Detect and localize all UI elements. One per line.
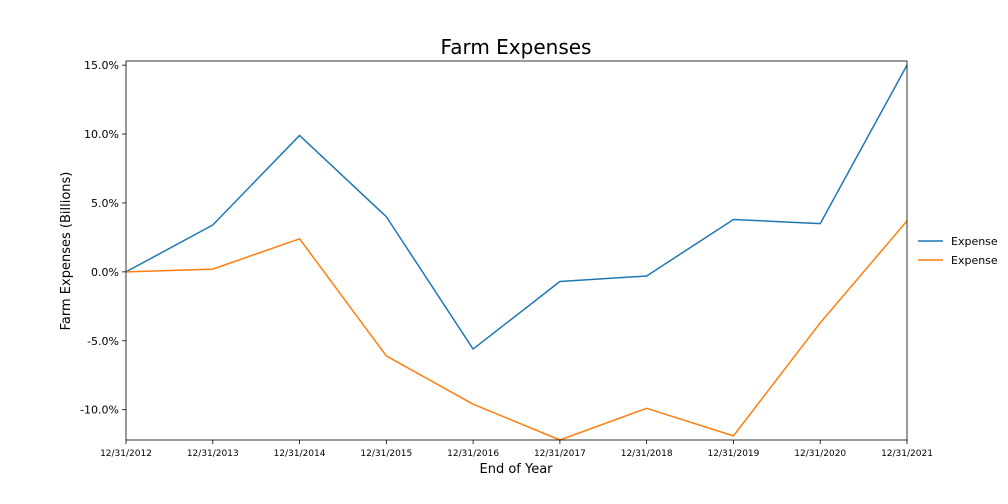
plot-area: 15.0% 10.0% 5.0% 0.0% -5.0% -10.0% 12/31/2012 1…	[80, 59, 933, 459]
y-tick-label: 0.0%	[91, 266, 119, 279]
x-tick-label: 12/31/2020	[794, 449, 846, 459]
x-tick-label: 12/31/2014	[274, 449, 326, 459]
chart-title: Farm Expenses	[441, 35, 592, 59]
y-tick-label: 10.0%	[84, 128, 119, 141]
legend-label-1: Expense	[951, 235, 998, 248]
x-tick-label: 12/31/2012	[100, 449, 152, 459]
x-tick-label: 12/31/2015	[360, 449, 412, 459]
series-line-2	[125, 220, 908, 441]
y-tick-label: 15.0%	[84, 59, 119, 72]
x-axis-label: End of Year	[479, 462, 553, 477]
x-tick-label: 12/31/2019	[708, 449, 760, 459]
x-tick-label: 12/31/2013	[187, 449, 239, 459]
x-tick-label: 12/31/2017	[534, 449, 586, 459]
legend: Expense Expense	[918, 235, 998, 267]
legend-label-2: Expense	[951, 254, 998, 267]
y-tick-label: 5.0%	[91, 197, 119, 210]
x-tick-label: 12/31/2018	[621, 449, 673, 459]
x-tick-label: 12/31/2016	[447, 449, 499, 459]
x-tick-label: 12/31/2021	[881, 449, 933, 459]
y-tick-label: -5.0%	[87, 335, 119, 348]
plot-frame	[125, 60, 908, 441]
y-tick-label: -10.0%	[80, 404, 119, 417]
y-axis-label: Farm Expenses (Billions)	[59, 172, 74, 331]
series-line-1	[125, 64, 908, 350]
